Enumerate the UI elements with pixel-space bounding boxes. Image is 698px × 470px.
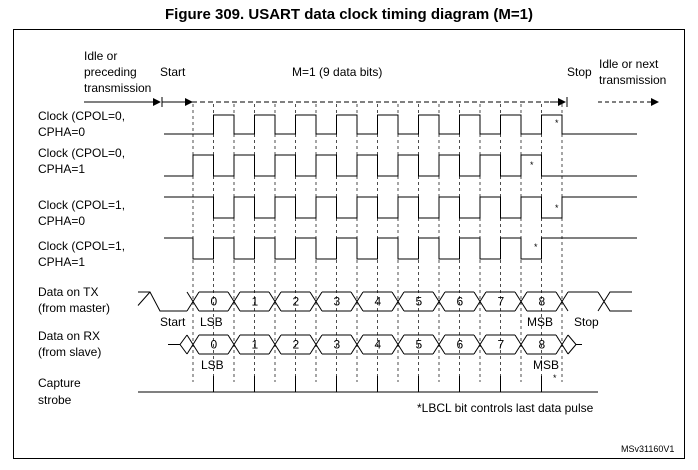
clock-2-waveform [164,196,637,219]
rx-bit-label: 4 [375,338,382,352]
tx-start-bit [138,291,187,312]
rx-bit-labels: 0 1 2 3 4 5 6 7 8 [211,338,546,352]
tx-transition [555,291,569,312]
rx-lead-in [168,334,188,355]
phase-arrows [84,97,659,107]
clock-1-last-pulse-marker: * [530,160,534,170]
idle-left-label-1: Idle or [84,49,117,63]
tx-bit-label: 3 [334,295,341,309]
rx-transition [555,334,569,355]
clock-2-last-pulse-marker: * [555,203,559,213]
clock-3-last-pulse-marker: * [534,242,538,252]
data-phase-label: M=1 (9 data bits) [292,65,382,79]
capture-label-2: strobe [38,393,72,407]
rx-transition [309,334,323,355]
tx-bit-label: 0 [211,295,218,309]
capture-label-1: Capture [38,376,81,390]
clock-3-label-2: CPHA=1 [38,255,85,269]
tx-bit-label: 6 [457,295,464,309]
tx-bit-label: 4 [375,295,382,309]
rx-transition [350,334,364,355]
rx-bit-label: 6 [457,338,464,352]
tx-bit-label: 8 [539,295,546,309]
capture-last-marker: * [553,373,557,383]
tx-bit-label: 7 [498,295,505,309]
rx-transition [391,334,405,355]
rx-bit-label: 3 [334,338,341,352]
clock-3-label-1: Clock (CPOL=1, [38,239,125,253]
tx-transition [268,291,282,312]
clock-2-label-2: CPHA=0 [38,214,85,228]
rx-transition [432,334,446,355]
rx-lsb-label: LSB [201,358,224,372]
tx-transition [473,291,487,312]
idle-left-label-3: transmission [84,81,151,95]
clock-0-last-pulse-marker: * [555,118,559,128]
tx-bit-label: 5 [416,295,423,309]
rx-bit-label: 1 [252,338,259,352]
rx-transition [186,334,200,355]
tx-data-waveform [137,291,632,312]
tx-transition [432,291,446,312]
clock-2-label-1: Clock (CPOL=1, [38,198,125,212]
rx-bit-label: 5 [416,338,423,352]
tx-transition [227,291,241,312]
clock-1-label-2: CPHA=1 [38,162,85,176]
clock-3-waveform [164,237,637,260]
rx-transition [514,334,528,355]
idle-right-label-2: transmission [599,73,666,87]
rx-bit-label: 8 [539,338,546,352]
tx-bit-labels: 0 1 2 3 4 5 6 7 8 [211,295,546,309]
tx-bit-label: 1 [252,295,259,309]
clock-0-label-1: Clock (CPOL=0, [38,109,125,123]
tx-lsb-label: LSB [200,315,223,329]
tx-msb-label: MSB [527,315,553,329]
rx-data-waveform [168,334,582,355]
tx-transition [391,291,405,312]
tx-idle-edge [137,291,151,306]
figure-id: MSv31160V1 [621,444,674,454]
tx-bit-label: 2 [293,295,300,309]
rx-bit-label: 2 [293,338,300,352]
start-phase-label: Start [160,65,186,79]
tx-transition [186,291,200,312]
tx-label-2: (from master) [38,301,110,315]
tx-next-idle [597,291,632,312]
clock-waveforms [164,114,637,260]
idle-left-label-2: preceding [84,65,137,79]
tx-start-label: Start [160,315,186,329]
footnote: *LBCL bit controls last data pulse [417,401,594,415]
stop-phase-label: Stop [567,65,592,79]
rx-transition [268,334,282,355]
rx-label-2: (from slave) [38,345,101,359]
rx-msb-label: MSB [533,358,559,372]
rx-bit-label: 7 [498,338,505,352]
clock-1-label-1: Clock (CPOL=0, [38,146,125,160]
tx-stop-label: Stop [574,315,599,329]
clock-1-waveform [164,154,637,177]
tx-transition [309,291,323,312]
rx-label-1: Data on RX [38,329,100,343]
clock-0-waveform [164,114,637,135]
capture-strobe [138,376,598,393]
tx-transition [350,291,364,312]
rx-bit-label: 0 [211,338,218,352]
tx-label-1: Data on TX [38,285,98,299]
rx-transition [473,334,487,355]
idle-right-label-1: Idle or next [599,57,659,71]
figure-frame [13,29,685,459]
tx-transition [514,291,528,312]
clock-0-label-2: CPHA=0 [38,125,85,139]
figure-title: Figure 309. USART data clock timing diag… [165,6,533,23]
rx-transition [227,334,241,355]
rx-lead-out [567,334,582,355]
